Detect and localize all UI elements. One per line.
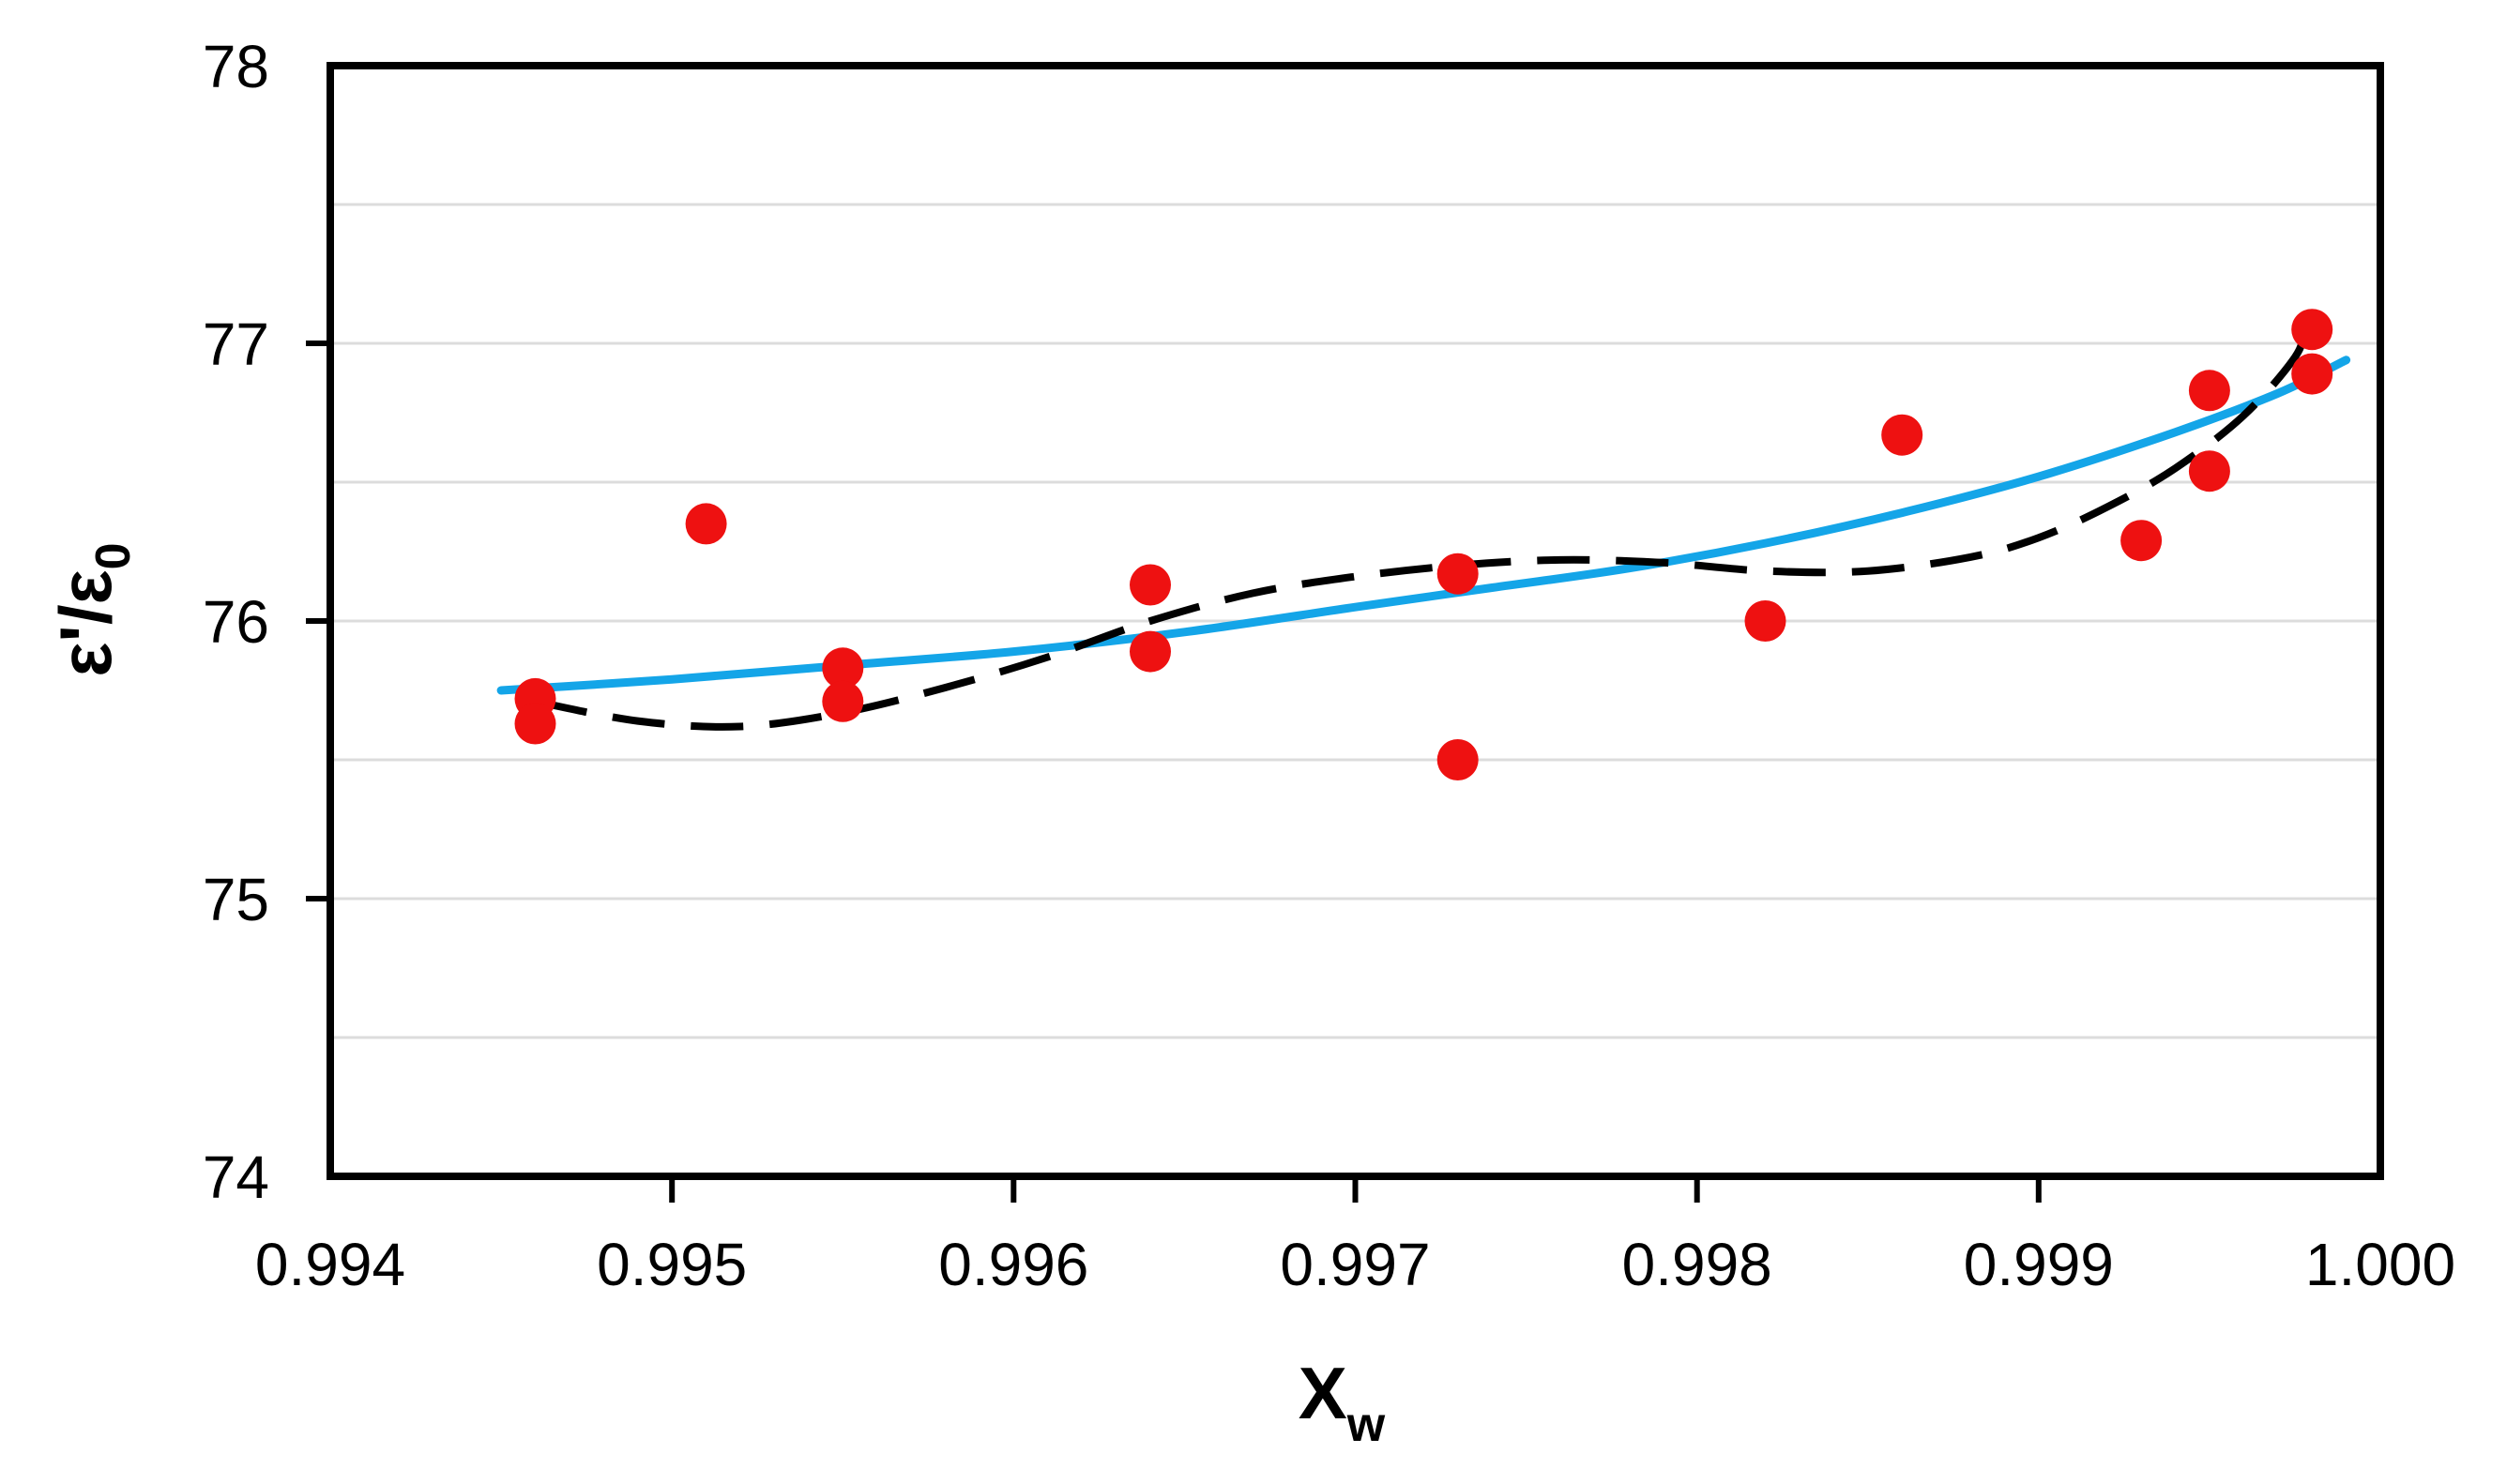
y-axis-title-subscript: 0 bbox=[86, 542, 141, 569]
data-point-9 bbox=[1744, 600, 1786, 642]
y-tick-label-78: 78 bbox=[203, 33, 269, 100]
x-tick-label-1.000: 1.000 bbox=[2305, 1231, 2455, 1298]
data-point-1 bbox=[514, 703, 556, 745]
data-points bbox=[514, 309, 2333, 780]
y-tick-label-75: 75 bbox=[203, 866, 269, 933]
data-point-3 bbox=[822, 647, 864, 689]
y-axis-title: ε'/ε0 bbox=[44, 542, 141, 676]
x-tick-label-0.997: 0.997 bbox=[1280, 1231, 1430, 1298]
data-point-12 bbox=[2188, 370, 2230, 412]
data-point-11 bbox=[2120, 520, 2163, 562]
x-tick-label-0.994: 0.994 bbox=[255, 1231, 405, 1298]
y-tick-label-76: 76 bbox=[203, 588, 269, 656]
y-tick-label-74: 74 bbox=[203, 1143, 269, 1211]
x-axis-title-subscript: w bbox=[1346, 1398, 1386, 1452]
x-tick-label-0.996: 0.996 bbox=[938, 1231, 1088, 1298]
y-tick-labels: 74 75 76 77 78 bbox=[203, 33, 269, 1211]
data-point-5 bbox=[1130, 564, 1171, 606]
data-point-7 bbox=[1436, 553, 1479, 595]
y-axis-title-base: ε'/ε bbox=[44, 569, 127, 676]
x-tick-labels: 0.994 0.995 0.996 0.997 0.998 0.999 1.000 bbox=[255, 1231, 2455, 1298]
data-point-2 bbox=[685, 503, 727, 545]
y-tick-label-77: 77 bbox=[203, 310, 269, 378]
data-point-15 bbox=[2291, 353, 2333, 395]
plot-border bbox=[327, 62, 2384, 1180]
x-axis-title: Xw bbox=[1299, 1352, 1386, 1452]
data-point-6 bbox=[1130, 630, 1171, 673]
x-tick-label-0.995: 0.995 bbox=[597, 1231, 747, 1298]
gridlines bbox=[330, 203, 2380, 1039]
axis-ticks bbox=[306, 341, 2042, 1203]
x-tick-label-0.998: 0.998 bbox=[1622, 1231, 1772, 1298]
data-point-8 bbox=[1436, 739, 1479, 780]
data-point-14 bbox=[2291, 309, 2333, 351]
data-point-13 bbox=[2188, 450, 2230, 492]
data-point-10 bbox=[1881, 414, 1923, 456]
data-point-4 bbox=[822, 680, 864, 722]
x-axis-title-base: X bbox=[1299, 1352, 1347, 1434]
x-tick-label-0.999: 0.999 bbox=[1964, 1231, 2114, 1298]
